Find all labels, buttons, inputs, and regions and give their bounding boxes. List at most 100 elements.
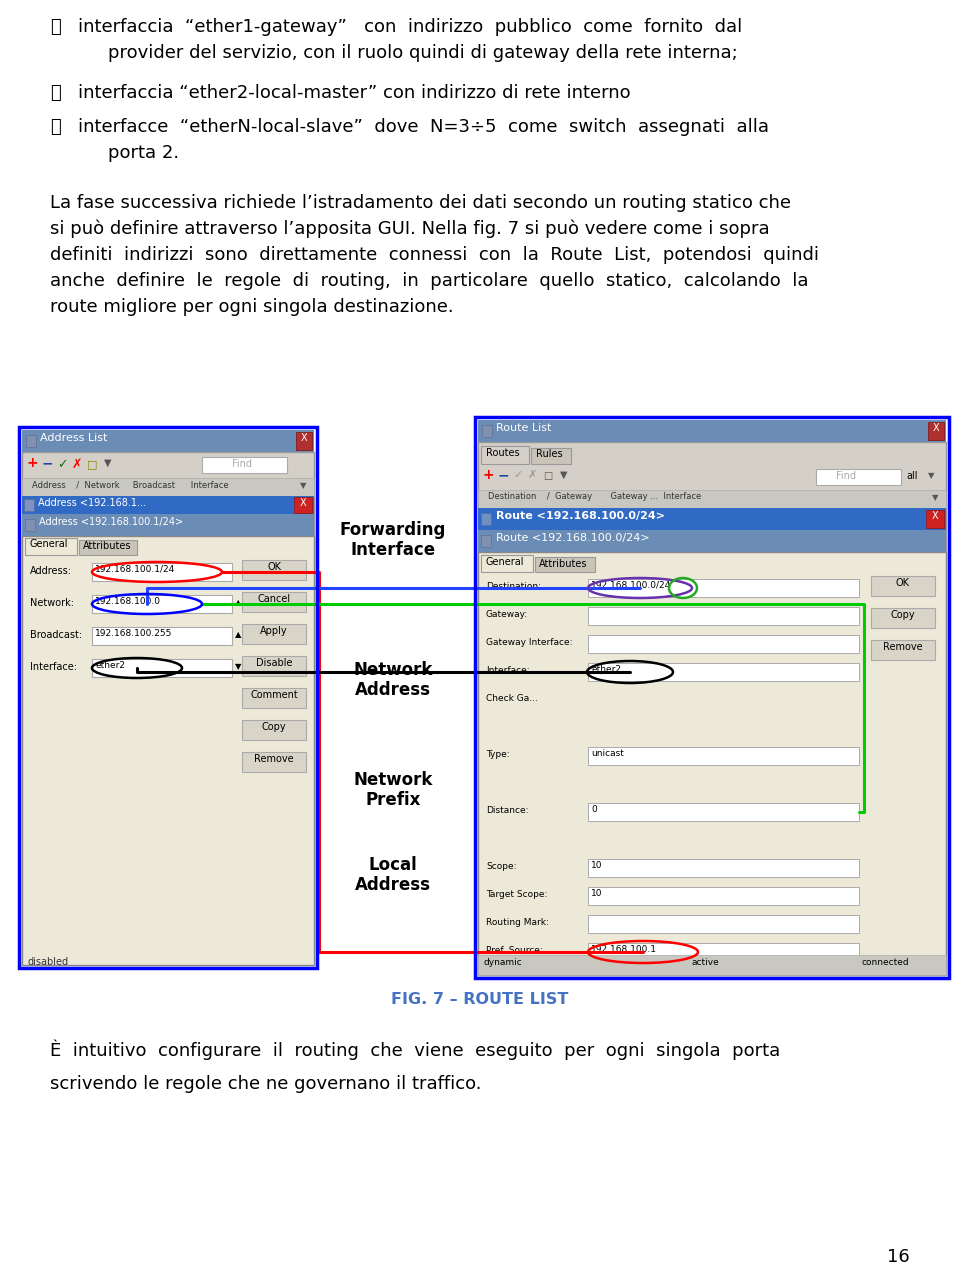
Bar <box>588 579 859 597</box>
Bar <box>92 659 232 677</box>
Bar <box>481 513 491 525</box>
Bar <box>478 530 946 552</box>
Text: Type:: Type: <box>486 750 510 759</box>
Bar <box>25 519 35 530</box>
Bar <box>24 499 34 511</box>
Bar <box>242 688 306 708</box>
Text: X: X <box>300 434 307 442</box>
Text: General: General <box>485 557 523 567</box>
Text: all: all <box>906 470 918 481</box>
Text: Network:: Network: <box>30 598 74 608</box>
Bar <box>202 456 287 473</box>
Text: definiti  indirizzi  sono  direttamente  connessi  con  la  Route  List,  potend: definiti indirizzi sono direttamente con… <box>50 246 819 264</box>
Text: 10: 10 <box>591 861 603 870</box>
Text: Route <192.168.100.0/24>: Route <192.168.100.0/24> <box>496 533 650 543</box>
Text: Scope:: Scope: <box>486 862 516 871</box>
Text: interfaccia  “ether1-gateway”   con  indirizzo  pubblico  come  fornito  dal: interfaccia “ether1-gateway” con indiriz… <box>78 18 742 36</box>
Text: Interface:: Interface: <box>30 662 77 672</box>
Bar <box>478 552 946 975</box>
Text: Pref. Source:: Pref. Source: <box>486 946 542 955</box>
Text: 192.168.100.255: 192.168.100.255 <box>95 629 173 638</box>
Bar <box>92 627 232 645</box>
Text: Address    /  Network     Broadcast      Interface: Address / Network Broadcast Interface <box>32 479 228 490</box>
Text: 0: 0 <box>591 805 597 813</box>
Text: Destination    /  Gateway       Gateway ...  Interface: Destination / Gateway Gateway ... Interf… <box>488 492 701 501</box>
Text: +: + <box>27 456 38 470</box>
Text: active: active <box>692 958 720 966</box>
Text: interfaccia “ether2-local-master” con indirizzo di rete interno: interfaccia “ether2-local-master” con in… <box>78 84 631 102</box>
Bar <box>19 427 317 968</box>
Bar <box>475 417 949 978</box>
Text: Comment: Comment <box>251 690 298 700</box>
Bar <box>242 720 306 739</box>
Bar <box>928 422 944 440</box>
Bar <box>926 510 944 528</box>
Text: 192.168.100.0/24: 192.168.100.0/24 <box>591 581 671 590</box>
Text: Target Scope:: Target Scope: <box>486 890 547 899</box>
Text: ⎙: ⎙ <box>50 18 60 36</box>
Bar <box>22 478 314 496</box>
Bar <box>481 555 533 572</box>
Bar <box>478 419 946 442</box>
Text: Attributes: Attributes <box>83 541 132 551</box>
Bar <box>294 497 312 513</box>
Bar <box>588 887 859 905</box>
Bar <box>588 944 859 961</box>
Text: Address List: Address List <box>40 434 108 442</box>
Text: Check Ga...: Check Ga... <box>486 694 538 703</box>
Text: ether2: ether2 <box>95 660 125 669</box>
Text: Broadcast:: Broadcast: <box>30 630 83 640</box>
Text: General: General <box>29 539 67 550</box>
Bar <box>588 635 859 653</box>
Bar <box>816 469 901 484</box>
Bar <box>588 747 859 765</box>
Bar <box>588 859 859 877</box>
Bar <box>871 576 935 595</box>
Bar <box>588 915 859 933</box>
Text: unicast: unicast <box>591 748 624 759</box>
Text: provider del servizio, con il ruolo quindi di gateway della rete interna;: provider del servizio, con il ruolo quin… <box>108 45 737 62</box>
Text: scrivendo le regole che ne governano il traffico.: scrivendo le regole che ne governano il … <box>50 1075 482 1093</box>
Text: □: □ <box>543 470 552 481</box>
Text: X: X <box>933 423 939 434</box>
Bar <box>588 663 859 681</box>
Text: Attributes: Attributes <box>539 558 588 569</box>
Text: 16: 16 <box>887 1248 910 1266</box>
Bar <box>22 496 314 514</box>
Bar <box>92 595 232 613</box>
Text: ▼: ▼ <box>235 662 242 671</box>
Text: Gateway Interface:: Gateway Interface: <box>486 638 572 646</box>
Bar <box>871 608 935 629</box>
Text: Rules: Rules <box>536 449 563 459</box>
Text: ✗: ✗ <box>72 458 83 470</box>
Text: Route List: Route List <box>496 423 551 434</box>
Bar <box>22 514 314 536</box>
Text: Disable: Disable <box>255 658 292 668</box>
Text: route migliore per ogni singola destinazione.: route migliore per ogni singola destinaz… <box>50 298 454 316</box>
Text: Distance:: Distance: <box>486 806 529 815</box>
Bar <box>478 507 946 530</box>
Text: ✓: ✓ <box>513 470 522 479</box>
Bar <box>22 536 314 965</box>
Bar <box>481 536 491 547</box>
Text: Routing Mark:: Routing Mark: <box>486 918 549 927</box>
Text: Gateway:: Gateway: <box>486 609 528 618</box>
Text: Address:: Address: <box>30 566 72 576</box>
Text: Network
Prefix: Network Prefix <box>353 770 433 810</box>
Text: Route <192.168.100.0/24>: Route <192.168.100.0/24> <box>496 511 665 521</box>
Text: ▼: ▼ <box>560 470 567 479</box>
Text: ▼: ▼ <box>104 458 111 468</box>
Text: È  intuitivo  configurare  il  routing  che  viene  eseguito  per  ogni  singola: È intuitivo configurare il routing che v… <box>50 1040 780 1061</box>
Text: Address <192.168.1...: Address <192.168.1... <box>38 499 146 507</box>
Text: si può definire attraverso l’apposita GUI. Nella fig. 7 si può vedere come i sop: si può definire attraverso l’apposita GU… <box>50 221 770 238</box>
Text: Network
Address: Network Address <box>353 660 433 700</box>
Bar <box>79 541 137 555</box>
Bar <box>535 557 595 572</box>
Bar <box>588 803 859 821</box>
Text: OK: OK <box>896 578 910 588</box>
Text: ▲: ▲ <box>235 630 242 639</box>
Text: OK: OK <box>267 562 281 572</box>
Text: ⎙: ⎙ <box>50 84 60 102</box>
Text: ⎙: ⎙ <box>50 119 60 136</box>
Text: Destination:: Destination: <box>486 581 541 592</box>
